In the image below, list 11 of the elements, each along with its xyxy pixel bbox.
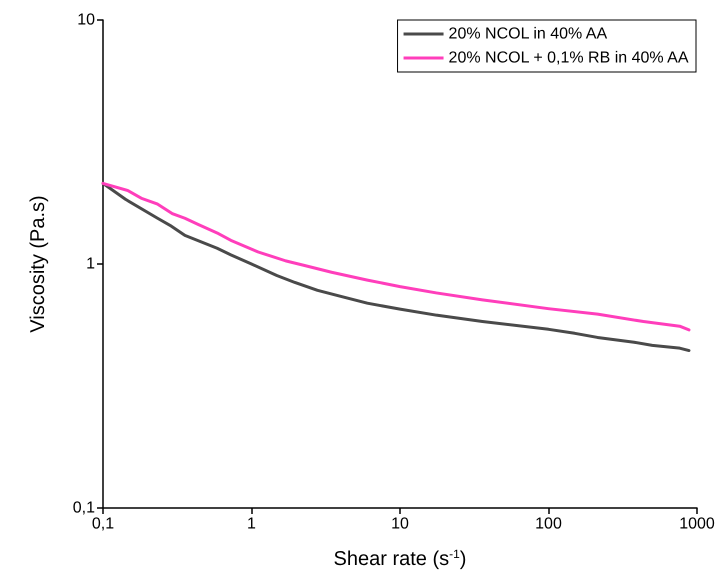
legend-label: 20% NCOL in 40% AA: [448, 26, 608, 42]
legend-label: 20% NCOL + 0,1% RB in 40% AA: [448, 50, 689, 66]
x-tick-label: 1000: [679, 516, 715, 532]
x-tick-label: 100: [535, 516, 562, 532]
x-tick-label: 10: [391, 516, 409, 532]
x-tick-label: 1: [247, 516, 256, 532]
x-tick-label: 0,1: [92, 516, 114, 532]
y-axis-title: Viscosity (Pa.s): [27, 195, 49, 333]
y-tick-label: 10: [77, 12, 96, 28]
y-tick-label: 0,1: [72, 500, 96, 516]
y-tick-label: 1: [86, 256, 96, 272]
